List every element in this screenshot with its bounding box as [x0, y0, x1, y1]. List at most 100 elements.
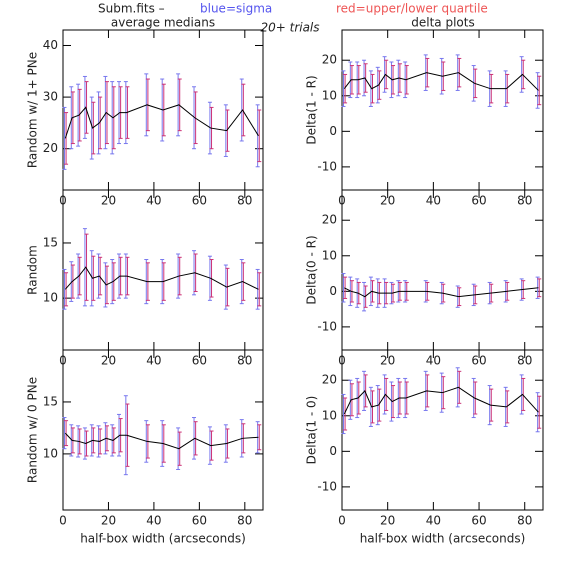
quartile-error-bar: [84, 81, 89, 134]
y-tick-label: 0: [329, 284, 337, 298]
x-tick-label: 20: [380, 194, 395, 208]
sigma-error-bar: [69, 424, 74, 457]
x-tick-label: 60: [192, 514, 207, 528]
quartile-error-bar: [241, 83, 246, 137]
sigma-error-bar: [103, 75, 108, 150]
quartile-error-bar: [343, 397, 348, 431]
x-tick-label: 20: [101, 354, 116, 368]
quartile-error-bar: [257, 272, 262, 307]
sigma-error-bar: [389, 381, 394, 422]
y-tick-label: 10: [322, 408, 337, 422]
quartile-error-bar: [377, 70, 382, 100]
quartile-error-bar: [225, 109, 230, 152]
x-tick-label: 20: [101, 514, 116, 528]
quartile-error-bar: [363, 374, 368, 408]
x-tick-label: 20: [380, 354, 395, 368]
y-tick-label: 40: [43, 38, 58, 52]
y-axis-label: Delta(1 - 0): [305, 396, 319, 465]
quartile-error-bar: [363, 63, 368, 93]
sigma-error-bar: [239, 78, 244, 142]
x-tick-label: 40: [146, 354, 161, 368]
sigma-error-bar: [348, 379, 353, 420]
quartile-error-bar: [521, 59, 526, 90]
sigma-error-bar: [341, 393, 346, 435]
quartile-legend: red=upper/lower quartile: [336, 2, 488, 16]
x-tick-label: 40: [146, 514, 161, 528]
quartile-error-bar: [356, 381, 361, 415]
sigma-error-bar: [348, 61, 353, 99]
sigma-error-bar: [62, 417, 67, 450]
quartile-error-bar: [98, 256, 103, 296]
y-axis-label: Delta(1 - R): [305, 75, 319, 144]
quartile-error-bar: [537, 278, 542, 298]
x-tick-label: 80: [517, 514, 532, 528]
x-tick-label: 80: [517, 354, 532, 368]
y-tick-label: -10: [317, 479, 337, 493]
data-line: [343, 386, 539, 415]
x-tick-label: 80: [237, 354, 252, 368]
x-tick-label: 40: [426, 194, 441, 208]
sigma-error-bar: [76, 253, 81, 299]
y-tick-label: 10: [43, 446, 58, 460]
plot-frame: [62, 349, 264, 511]
plot-frame: [341, 29, 544, 191]
sigma-error-bar: [382, 56, 387, 93]
quartile-error-bar: [505, 73, 510, 104]
sigma-error-bar: [89, 96, 94, 160]
x-tick-label: 0: [338, 514, 346, 528]
plot-frame: [341, 189, 544, 351]
plot-frame: [341, 349, 544, 511]
right-title: delta plots: [411, 16, 474, 30]
left-title: average medians: [111, 16, 215, 30]
quartile-error-bar: [377, 388, 382, 422]
data-line: [64, 432, 259, 450]
y-tick-label: 20: [322, 213, 337, 227]
quartile-error-bar: [537, 75, 542, 106]
quartile-error-bar: [77, 256, 82, 296]
quartile-error-bar: [111, 262, 116, 301]
sigma-error-bar: [535, 72, 540, 109]
sigma-error-bar: [368, 70, 373, 107]
x-tick-label: 60: [192, 194, 207, 208]
x-tick-label: 40: [426, 514, 441, 528]
sigma-error-bar: [103, 262, 108, 308]
center-note: 20+ trials: [260, 21, 319, 35]
quartile-error-bar: [537, 395, 542, 429]
sigma-error-bar: [82, 75, 87, 139]
data-line: [343, 72, 539, 91]
sigma-error-bar: [192, 86, 197, 150]
sigma-error-bar: [341, 70, 346, 107]
y-tick-label: 10: [322, 88, 337, 102]
sigma-error-bar: [255, 104, 260, 168]
x-tick-label: 20: [380, 514, 395, 528]
sigma-error-bar: [82, 228, 87, 307]
x-tick-label: 60: [471, 354, 486, 368]
sigma-error-bar: [69, 86, 74, 150]
sigma-error-bar: [362, 370, 367, 411]
quartile-error-bar: [257, 424, 262, 451]
sigma-error-bar: [341, 273, 346, 303]
sigma-error-bar: [535, 392, 540, 433]
quartile-error-bar: [257, 109, 262, 163]
quartile-error-bar: [98, 96, 103, 150]
y-tick-label: 20: [322, 373, 337, 387]
y-tick-label: 10: [43, 291, 58, 305]
sigma-legend: blue=sigma: [200, 2, 272, 16]
quartile-error-bar: [177, 78, 182, 132]
y-tick-label: -10: [317, 159, 337, 173]
x-tick-label: 40: [426, 354, 441, 368]
x-tick-label: 80: [237, 514, 252, 528]
quartile-error-bar: [64, 272, 69, 307]
y-axis-label: Delta(0 - R): [305, 235, 319, 304]
y-tick-label: -10: [317, 319, 337, 333]
x-tick-label: 60: [192, 354, 207, 368]
sigma-error-bar: [117, 253, 122, 299]
x-tick-label: 40: [146, 194, 161, 208]
x-axis-label: half-box width (arcseconds): [80, 532, 246, 546]
sigma-error-bar: [62, 106, 67, 170]
x-tick-label: 80: [517, 194, 532, 208]
quartile-error-bar: [84, 233, 89, 301]
data-line: [64, 266, 259, 290]
sigma-error-bar: [62, 268, 67, 310]
